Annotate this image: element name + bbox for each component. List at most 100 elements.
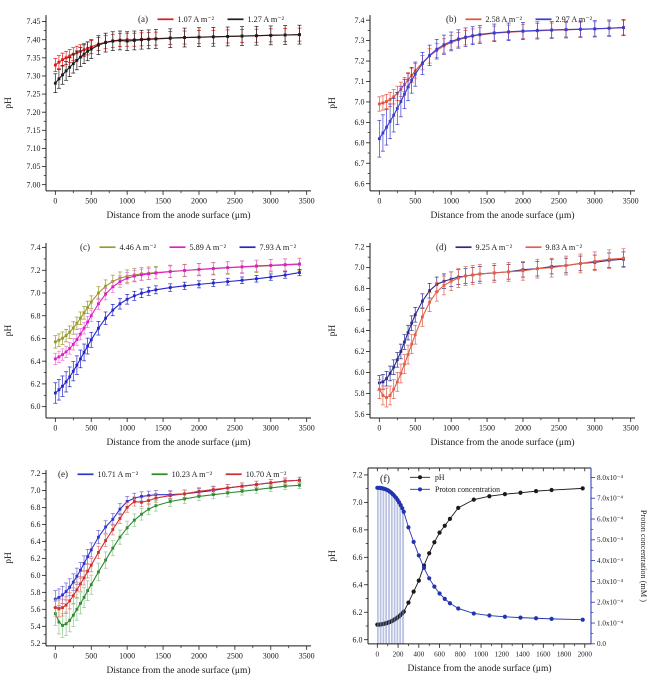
svg-text:7.93 A m⁻²: 7.93 A m⁻² [260, 243, 297, 252]
axes: 0 500 1000 1500 2000 2500 3000 3500 5.2 5.4 5.6 5.8… [4, 469, 315, 676]
svg-text:1600: 1600 [536, 650, 551, 658]
x-axis-label: Distance from the anode surface (μm) [106, 437, 250, 448]
svg-text:6.6: 6.6 [31, 520, 41, 529]
axes: 0 500 1000 1500 2000 2500 3000 3500 6.0 6.2 6.4 6.6… [4, 243, 315, 448]
svg-text:6.0x10⁻⁴: 6.0x10⁻⁴ [597, 515, 624, 523]
svg-text:5.6: 5.6 [355, 410, 365, 419]
svg-text:4.46 A m⁻²: 4.46 A m⁻² [120, 243, 157, 252]
axes: 0 200 400 600 800 1000 1200 1400 1600 1800 2000 6.0… [328, 467, 648, 674]
svg-text:6.6: 6.6 [355, 305, 365, 314]
svg-text:1000: 1000 [119, 196, 135, 205]
svg-text:500: 500 [85, 196, 97, 205]
svg-text:7.2: 7.2 [31, 469, 41, 478]
svg-text:7.35: 7.35 [27, 53, 41, 62]
svg-text:5.6: 5.6 [31, 605, 41, 614]
svg-text:6.8: 6.8 [355, 284, 365, 293]
svg-text:2500: 2500 [227, 196, 243, 205]
x-axis-label: Distance from the anode surface (μm) [407, 663, 551, 674]
legend: (c) 4.46 A m⁻² 5.89 A m⁻² 7.93 A m⁻² [80, 242, 297, 252]
panel-letter: (c) [80, 242, 90, 252]
svg-text:7.45: 7.45 [27, 17, 41, 26]
series-line [379, 27, 624, 105]
series-line [378, 257, 624, 399]
svg-text:7.20: 7.20 [27, 108, 41, 117]
y-axis-label: pH [328, 97, 338, 109]
svg-text:2000: 2000 [191, 651, 207, 660]
svg-text:6.4: 6.4 [31, 357, 41, 366]
svg-text:2500: 2500 [551, 196, 567, 205]
panel-f: 0 200 400 600 800 1000 1200 1400 1600 1800 2000 6.0… [324, 455, 648, 683]
panel-a: 0 500 1000 1500 2000 2500 3000 3500 7.00 7.05 7.10… [0, 0, 324, 228]
y2-axis-label: Proton concentration (mM ) [639, 510, 648, 602]
svg-text:5.89 A m⁻²: 5.89 A m⁻² [190, 243, 227, 252]
svg-text:6.0: 6.0 [355, 368, 365, 377]
axes: 0 500 1000 1500 2000 2500 3000 3500 5.6 5.8 6.0 6.2… [328, 242, 639, 448]
svg-text:0: 0 [53, 424, 57, 433]
svg-text:3500: 3500 [299, 424, 315, 433]
svg-text:7.4: 7.4 [31, 243, 41, 252]
svg-text:5.2: 5.2 [31, 639, 41, 648]
svg-text:1.27 A m⁻²: 1.27 A m⁻² [248, 15, 285, 24]
svg-text:6.9: 6.9 [355, 118, 365, 127]
svg-text:5.8: 5.8 [355, 389, 365, 398]
series-layer [53, 24, 302, 93]
svg-text:3000: 3000 [263, 196, 279, 205]
svg-text:2.58 A m⁻²: 2.58 A m⁻² [486, 15, 523, 24]
svg-text:1200: 1200 [495, 650, 510, 658]
legend: (e) 10.71 A m⁻² 10.23 A m⁻² 10.70 A m⁻² [58, 469, 287, 479]
svg-text:5.4: 5.4 [31, 622, 41, 631]
y-axis-label: pH [328, 550, 338, 562]
svg-text:2500: 2500 [227, 424, 243, 433]
svg-text:500: 500 [85, 651, 97, 660]
axes: 0 500 1000 1500 2000 2500 3000 3500 6.6 6.7 6.8 6.9… [328, 15, 639, 221]
svg-text:6.7: 6.7 [355, 159, 365, 168]
svg-text:500: 500 [409, 196, 421, 205]
svg-text:6.6: 6.6 [31, 334, 41, 343]
chart-d-svg: 0 500 1000 1500 2000 2500 3000 3500 5.6 5.8 6.0 6.2… [328, 242, 639, 448]
svg-text:1800: 1800 [557, 650, 572, 658]
svg-text:6.2: 6.2 [31, 554, 41, 563]
svg-text:6.0: 6.0 [31, 571, 41, 580]
svg-text:7.0: 7.0 [355, 263, 365, 272]
series-line [378, 26, 624, 140]
panel-d: 0 500 1000 1500 2000 2500 3000 3500 5.6 5.8 6.0 6.2… [324, 228, 648, 455]
svg-text:0: 0 [53, 651, 57, 660]
svg-text:7.40: 7.40 [27, 35, 41, 44]
svg-text:3500: 3500 [299, 196, 315, 205]
chart-c-svg: 0 500 1000 1500 2000 2500 3000 3500 6.0 6.2 6.4 6.6… [4, 242, 315, 448]
svg-text:6.2: 6.2 [355, 347, 365, 356]
svg-text:10.70 A m⁻²: 10.70 A m⁻² [246, 470, 287, 479]
svg-text:7.0x10⁻⁴: 7.0x10⁻⁴ [597, 495, 624, 503]
y-axis-label: pH [4, 552, 14, 564]
svg-text:10.71 A m⁻²: 10.71 A m⁻² [98, 470, 139, 479]
series-line [55, 479, 300, 600]
svg-text:6.8: 6.8 [31, 311, 41, 320]
svg-text:1400: 1400 [515, 650, 530, 658]
svg-text:7.0: 7.0 [31, 289, 41, 298]
svg-text:1.0x10⁻⁴: 1.0x10⁻⁴ [597, 619, 624, 627]
svg-text:3500: 3500 [623, 196, 639, 205]
legend: (a) 1.07 A m⁻² 1.27 A m⁻² [138, 14, 285, 24]
chart-e-svg: 0 500 1000 1500 2000 2500 3000 3500 5.2 5.4 5.6 5.8… [4, 469, 315, 676]
svg-text:6.6: 6.6 [355, 179, 365, 188]
svg-text:3.0x10⁻⁴: 3.0x10⁻⁴ [597, 578, 624, 586]
y-axis-label: pH [4, 325, 14, 337]
svg-text:2500: 2500 [551, 424, 567, 433]
svg-text:3500: 3500 [299, 651, 315, 660]
svg-text:1000: 1000 [443, 424, 459, 433]
svg-text:2000: 2000 [191, 424, 207, 433]
svg-text:0: 0 [377, 424, 381, 433]
series-layer [53, 257, 302, 404]
svg-text:6.8: 6.8 [355, 138, 365, 147]
svg-text:1500: 1500 [155, 196, 171, 205]
svg-text:500: 500 [409, 424, 421, 433]
svg-text:Proton concentration: Proton concentration [435, 485, 500, 494]
svg-text:6.2: 6.2 [31, 380, 41, 389]
svg-text:1.07 A m⁻²: 1.07 A m⁻² [178, 15, 215, 24]
svg-text:1000: 1000 [443, 196, 459, 205]
panel-b: 0 500 1000 1500 2000 2500 3000 3500 6.6 6.7 6.8 6.9… [324, 0, 648, 228]
x-axis-label: Distance from the anode surface (μm) [106, 665, 250, 676]
panel-letter: (b) [446, 14, 456, 24]
svg-text:7.25: 7.25 [27, 90, 41, 99]
series-line [377, 487, 583, 621]
